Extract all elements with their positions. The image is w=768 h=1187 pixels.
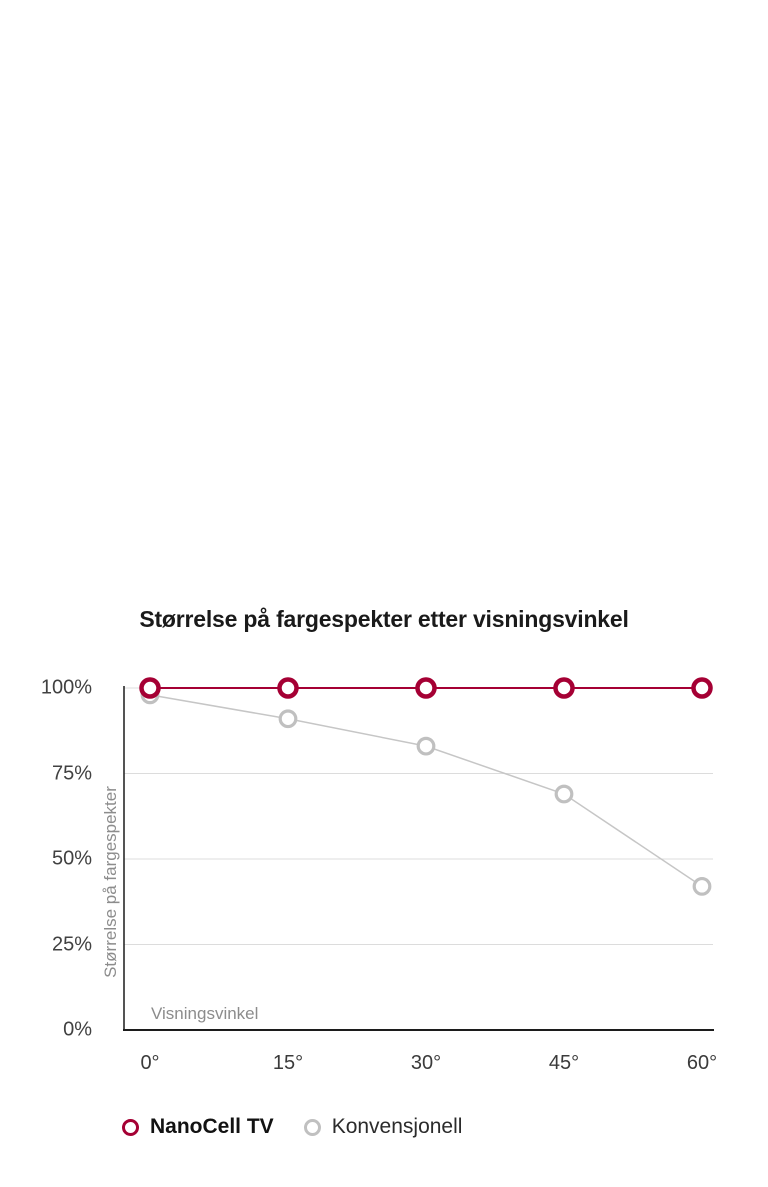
y-tick-label-100%: 100% [40,676,92,699]
data-point-nanocell-tv-45° [553,677,575,699]
data-point-konvensjonell-15° [278,709,298,729]
x-tick-label-60°: 60° [686,1052,718,1074]
y-tick-label-75%: 75% [51,762,92,784]
data-point-nanocell-tv-15° [277,677,299,699]
data-point-konvensjonell-60° [692,876,712,896]
legend-item-nanocell-tv: NanoCell TV [122,1115,274,1139]
chart-title: Størrelse på fargespekter etter visnings… [139,606,629,632]
y-axis-title: Størrelse på fargespekter [101,786,120,978]
data-point-konvensjonell-45° [554,784,574,804]
y-tick-label-25%: 25% [51,933,92,955]
data-point-konvensjonell-30° [416,736,436,756]
nanocell-series-marker-icon [122,1118,139,1136]
legend-label-konvensjonell: Konvensjonell [331,1115,463,1138]
data-point-nanocell-tv-60° [691,677,713,699]
y-tick-label-50%: 50% [51,847,92,870]
data-point-nanocell-tv-30° [415,677,437,699]
y-tick-label-0%: 0% [63,1018,92,1041]
x-tick-label-30°: 30° [410,1052,442,1074]
x-tick-label-0°: 0° [140,1052,160,1074]
x-axis-title: Visningsvinkel [151,1004,259,1023]
legend-item-konvensjonell: Konvensjonell [303,1115,463,1139]
konvensjonell-series-marker-icon [303,1118,321,1136]
series-line-konvensjonell [149,694,703,887]
data-point-nanocell-tv-0° [139,677,161,699]
legend-label-nanocell-tv: NanoCell TV [150,1115,274,1138]
x-tick-label-45°: 45° [548,1052,580,1074]
x-tick-label-15°: 15° [272,1052,304,1074]
legend: NanoCell TV Konvensjonell [122,1112,462,1142]
